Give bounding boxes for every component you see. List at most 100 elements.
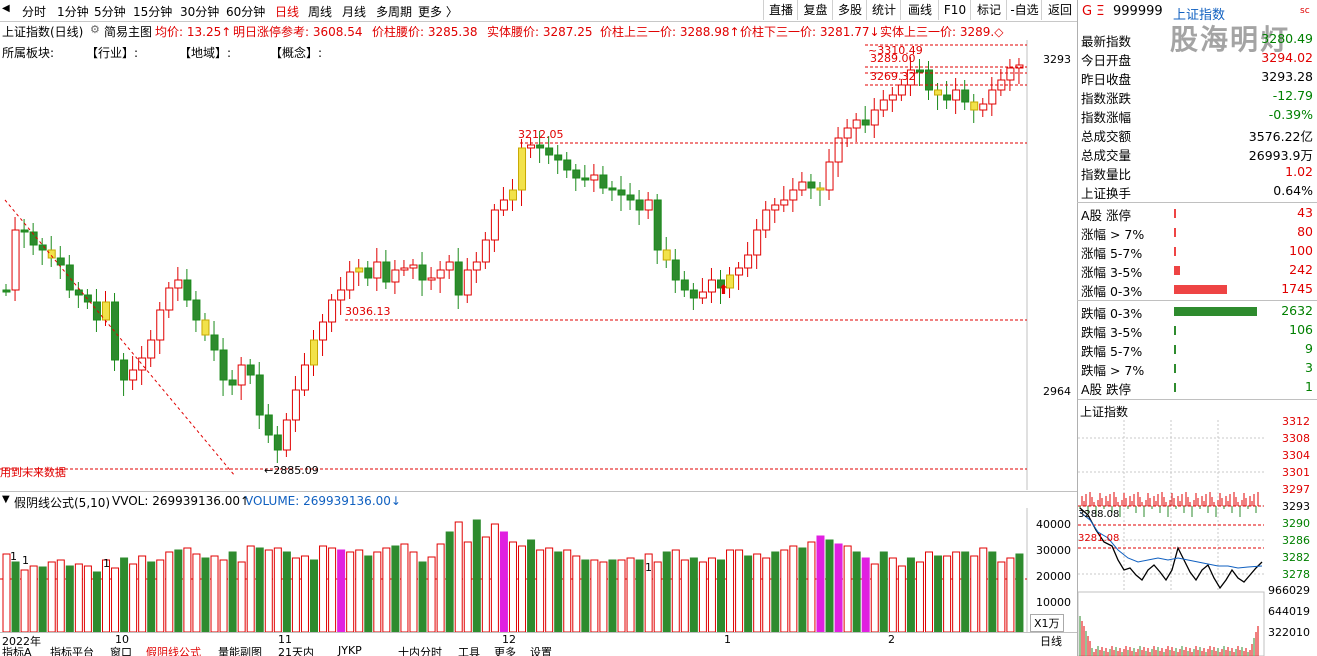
period-tab-8[interactable]: 月线 bbox=[342, 5, 367, 19]
quote-value: 3293.28 bbox=[1261, 69, 1313, 84]
label-mid-high: 3212.05 bbox=[518, 128, 564, 141]
toolbar-button-3[interactable]: 统计 bbox=[866, 0, 901, 20]
bottom-tab-10[interactable]: 设置 bbox=[530, 646, 552, 656]
toolbar-button-1[interactable]: 复盘 bbox=[797, 0, 833, 20]
volume-bar bbox=[888, 557, 897, 632]
volume-formula-title[interactable]: 假阴线公式(5,10) bbox=[14, 496, 111, 510]
date-tick-2022: 2022年 bbox=[2, 635, 41, 648]
candle bbox=[20, 229, 29, 233]
volume-chart[interactable] bbox=[0, 508, 1077, 632]
bottom-tab-7[interactable]: 十内分时 bbox=[398, 646, 442, 656]
bottom-tab-0[interactable]: 指标A bbox=[2, 646, 32, 656]
bottom-tab-1[interactable]: 指标平台 bbox=[50, 646, 94, 656]
candle bbox=[979, 103, 988, 111]
indicator-5: 价柱下三一价: 3281.77↓ bbox=[740, 25, 880, 39]
future-data-note: 用到未来数据 bbox=[0, 466, 66, 479]
sector-concept[interactable]: 【概念】: bbox=[270, 46, 323, 60]
mini-chart-header: 上证指数 bbox=[1078, 399, 1317, 420]
toolbar-button-0[interactable]: 直播 bbox=[763, 0, 798, 20]
period-label[interactable]: 日线 bbox=[1040, 635, 1062, 648]
index-name[interactable]: 上证指数 bbox=[1173, 8, 1226, 23]
period-tab-10[interactable]: 更多 〉 bbox=[418, 5, 458, 19]
candle bbox=[771, 204, 780, 211]
toolbar-button-4[interactable]: 画线 bbox=[900, 0, 939, 20]
bottom-tab-2[interactable]: 窗口 bbox=[110, 646, 132, 656]
settings-icon[interactable]: ⚙ bbox=[90, 23, 100, 36]
toolbar-button-8[interactable]: 返回 bbox=[1041, 0, 1078, 20]
scroll-left-icon[interactable]: ◀ bbox=[2, 3, 10, 14]
period-tab-2[interactable]: 5分钟 bbox=[94, 5, 126, 19]
period-tab-9[interactable]: 多周期 bbox=[376, 5, 413, 19]
candle bbox=[897, 84, 906, 96]
toolbar-button-5[interactable]: F10 bbox=[938, 0, 971, 20]
volume-bar bbox=[771, 551, 780, 632]
candle bbox=[156, 309, 165, 341]
bottom-tab-6[interactable]: JYKP bbox=[338, 646, 362, 656]
candle bbox=[626, 194, 635, 201]
toolbar-button-6[interactable]: 标记 bbox=[970, 0, 1007, 20]
period-tab-5[interactable]: 60分钟 bbox=[226, 5, 266, 19]
period-tab-7[interactable]: 周线 bbox=[308, 5, 333, 19]
decline-bar bbox=[1174, 326, 1177, 335]
quote-row-5: 总成交额 3576.22亿 bbox=[1081, 125, 1313, 144]
period-tab-4[interactable]: 30分钟 bbox=[180, 5, 220, 19]
volume-bar bbox=[255, 547, 264, 632]
volume-bar bbox=[897, 565, 906, 632]
advance-label: 涨幅 > 7% bbox=[1081, 227, 1145, 242]
volume-bar bbox=[644, 553, 653, 632]
candle bbox=[246, 364, 255, 376]
candle bbox=[427, 277, 436, 281]
volume-bar bbox=[83, 565, 92, 632]
mini-ticks bbox=[1079, 492, 1259, 517]
quote-value: 3294.02 bbox=[1261, 50, 1313, 65]
period-tab-6[interactable]: 日线 bbox=[275, 5, 300, 19]
volume-bar bbox=[454, 521, 463, 632]
candle bbox=[337, 289, 346, 301]
decline-value: 1 bbox=[1305, 379, 1313, 394]
candle bbox=[101, 301, 110, 321]
mini-label-2: 3281.08 bbox=[1078, 533, 1120, 544]
period-tab-1[interactable]: 1分钟 bbox=[57, 5, 89, 19]
volume-bar bbox=[536, 549, 545, 632]
toolbar-button-2[interactable]: 多股 bbox=[832, 0, 867, 20]
quote-label: 昨日收盘 bbox=[1081, 72, 1132, 87]
volume-bar bbox=[472, 519, 481, 632]
toolbar-button-7[interactable]: -自选 bbox=[1006, 0, 1042, 20]
candle bbox=[1006, 67, 1015, 81]
candlestick-chart[interactable] bbox=[0, 40, 1077, 490]
volume-bar bbox=[346, 551, 355, 632]
bottom-tab-4[interactable]: 量能副图 bbox=[218, 646, 262, 656]
mini-axis-tick: 3297 bbox=[1282, 483, 1310, 496]
bottom-tab-8[interactable]: 工具 bbox=[458, 646, 480, 656]
period-tab-0[interactable]: 分时 bbox=[22, 5, 47, 19]
candle bbox=[373, 261, 382, 279]
volume-bar bbox=[879, 551, 888, 632]
volume-bar bbox=[870, 563, 879, 632]
volume-bar bbox=[337, 549, 346, 632]
advance-row-4: 涨幅 0-3% 1745 bbox=[1081, 280, 1313, 299]
indicator-3: 实体腰价: 3287.25 bbox=[487, 25, 593, 39]
volume-bar bbox=[590, 559, 599, 632]
main-formula-label[interactable]: 简易主图 bbox=[104, 25, 153, 39]
sector-industry[interactable]: 【行业】: bbox=[86, 46, 139, 60]
indicator-4: 价柱上三一价: 3288.98↑ bbox=[600, 25, 740, 39]
quote-value: 0.64% bbox=[1273, 183, 1313, 198]
period-tab-3[interactable]: 15分钟 bbox=[133, 5, 173, 19]
intraday-mini-chart[interactable] bbox=[1078, 420, 1317, 656]
volume-bar bbox=[834, 543, 843, 632]
candle bbox=[934, 89, 943, 96]
label-low2: ←2885.09 bbox=[264, 464, 319, 477]
advance-row-2: 涨幅 5-7% 100 bbox=[1081, 242, 1313, 261]
date-tick-2: 2 bbox=[888, 633, 895, 646]
bottom-tab-9[interactable]: 更多 bbox=[494, 646, 516, 656]
candle bbox=[590, 174, 599, 181]
date-tick-11: 11 bbox=[278, 633, 292, 646]
volume-collapse-icon[interactable]: ▼ bbox=[2, 494, 10, 505]
bottom-tab-5[interactable]: 21天内 bbox=[278, 646, 314, 656]
volume-bar bbox=[753, 553, 762, 632]
bottom-tab-3[interactable]: 假阴线公式 bbox=[146, 646, 201, 656]
volume-bar bbox=[554, 551, 563, 632]
sector-region[interactable]: 【地域】: bbox=[179, 46, 232, 60]
candle bbox=[472, 261, 481, 271]
volume-bar bbox=[825, 539, 834, 632]
